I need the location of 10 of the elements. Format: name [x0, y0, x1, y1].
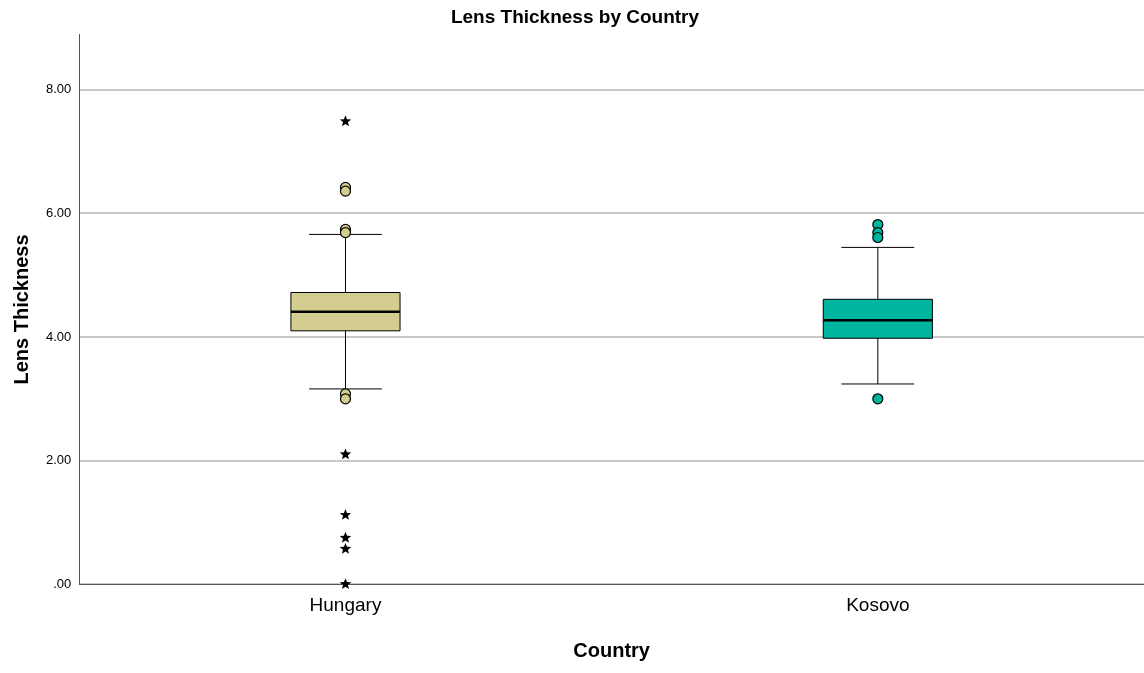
y-axis-title: Lens Thickness [9, 234, 32, 385]
y-tick-label: .00 [53, 575, 72, 591]
y-tick-label: 4.00 [45, 328, 72, 344]
chart-title: Lens Thickness by Country [450, 5, 700, 27]
x-tick-label: Kosovo [846, 593, 910, 615]
y-tick-label: 6.00 [45, 204, 72, 220]
x-axis-title: Country [573, 638, 651, 661]
y-tick-label: 8.00 [45, 81, 72, 97]
x-tick-label: Hungary [309, 593, 382, 615]
y-tick-label: 2.00 [45, 452, 72, 468]
